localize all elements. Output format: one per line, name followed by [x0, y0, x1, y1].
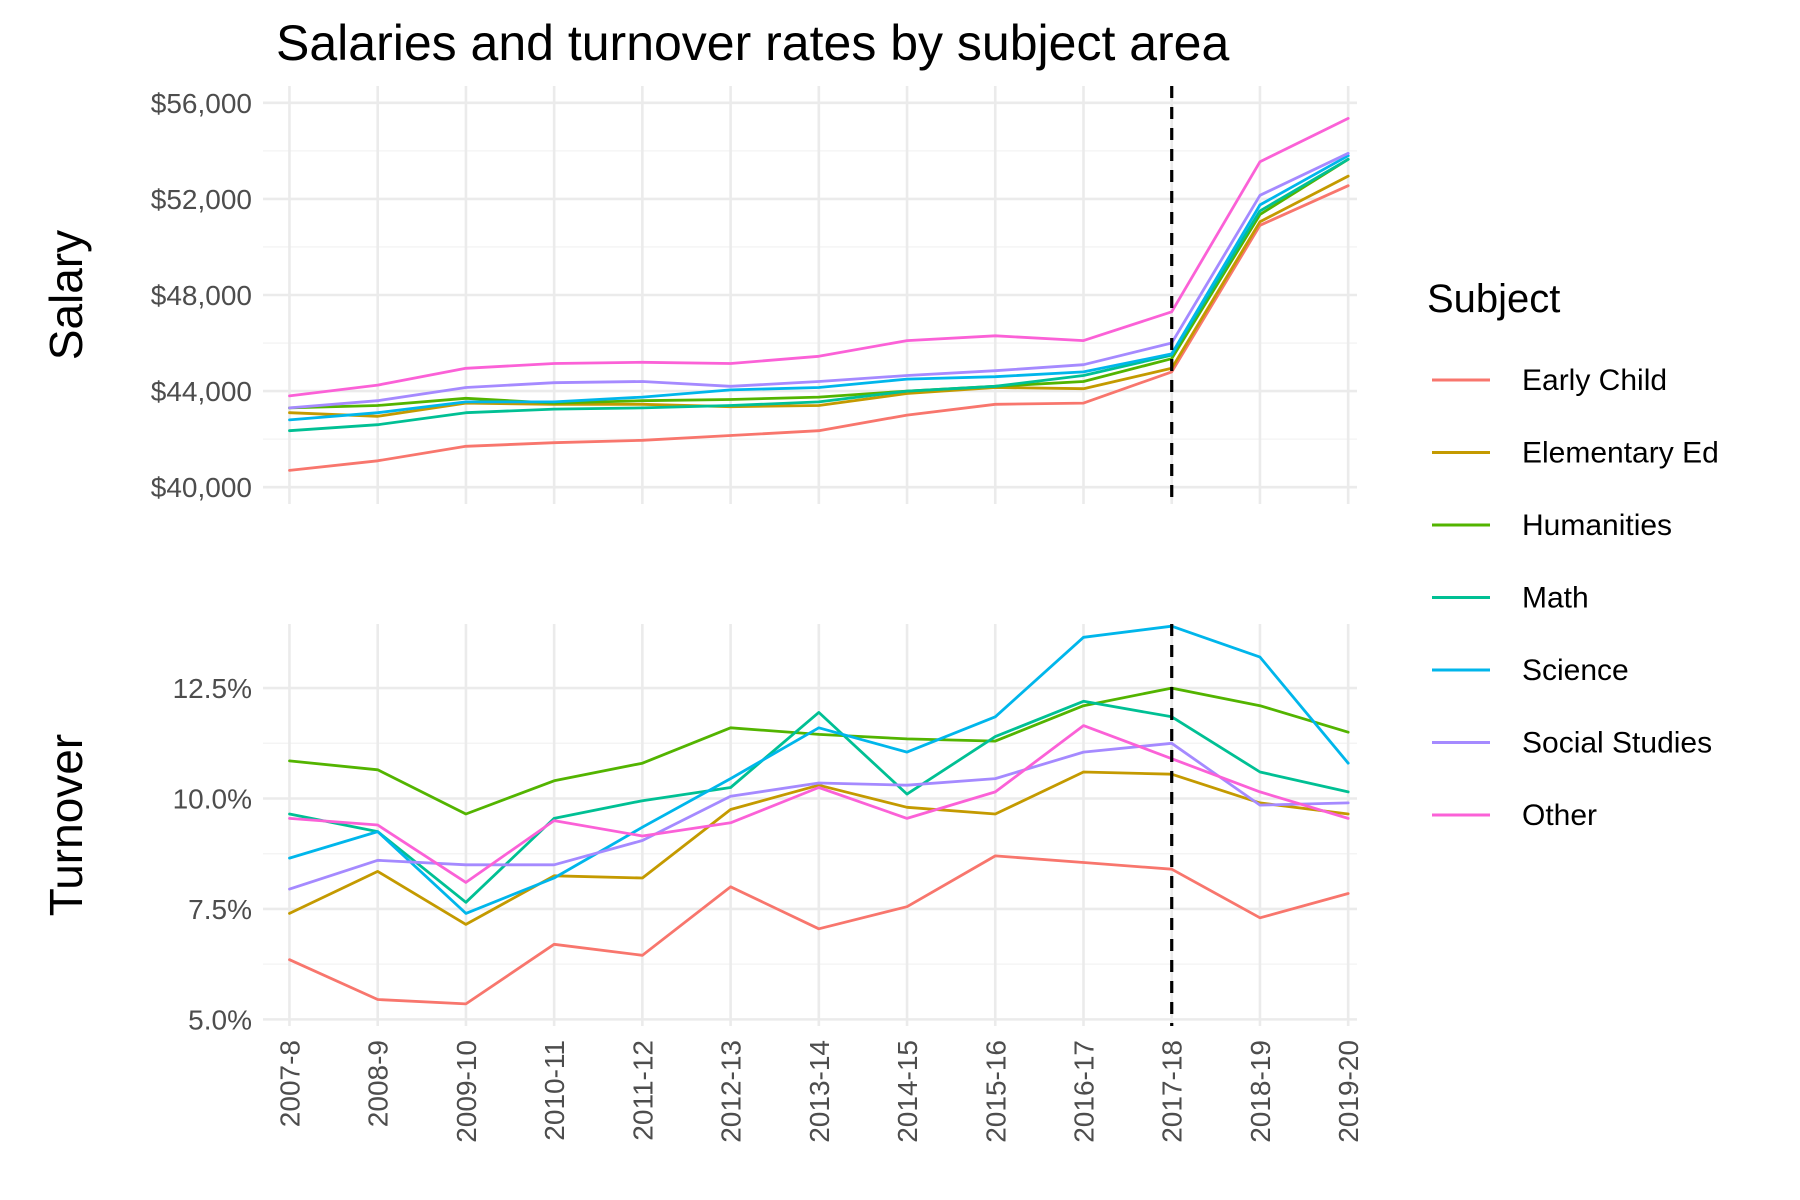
legend-item-social-studies: Social Studies [1432, 727, 1712, 760]
y-tick-label: $52,000 [151, 184, 252, 215]
x-axis: 2007-8 2008-9 2009-10 2010-11 2011-12 2012-13… [274, 1040, 1364, 1143]
x-tick-label: 2009-10 [451, 1040, 482, 1143]
x-tick-label: 2017-18 [1157, 1040, 1188, 1143]
legend-item-science: Science [1432, 654, 1629, 687]
salary-line-science [288, 154, 1350, 422]
x-tick-label: 2012-13 [716, 1040, 747, 1143]
x-tick-label: 2015-16 [980, 1040, 1011, 1143]
legend-label: Social Studies [1522, 727, 1712, 760]
salary-line-early-child [288, 184, 1350, 472]
x-tick-label: 2011-12 [627, 1040, 658, 1141]
panel-label-turnover: Turnover [40, 734, 92, 916]
x-tick-label: 2007-8 [274, 1040, 305, 1127]
legend-label: Humanities [1522, 509, 1672, 542]
legend-item-humanities: Humanities [1432, 509, 1672, 542]
legend-label: Other [1522, 799, 1597, 832]
y-tick-label: 10.0% [173, 783, 252, 814]
salary-line-humanities [288, 157, 1350, 410]
legend-item-elementary-ed: Elementary Ed [1432, 437, 1719, 470]
legend-title: Subject [1427, 277, 1560, 321]
x-tick-label: 2008-9 [363, 1040, 394, 1127]
panel-turnover: 5.0% 7.5% 10.0% 12.5% Turnover [40, 624, 1357, 1035]
x-tick-label: 2010-11 [539, 1040, 570, 1141]
legend-label: Early Child [1522, 364, 1667, 397]
x-tick-label: 2016-17 [1069, 1040, 1100, 1143]
legend-label: Science [1522, 654, 1629, 687]
x-tick-label: 2013-14 [804, 1040, 835, 1143]
salary-line-other [288, 117, 1350, 398]
panel-salary: $40,000 $44,000 $48,000 $52,000 $56,000 Salar… [40, 86, 1357, 504]
x-tick-label: 2019-20 [1333, 1040, 1364, 1143]
legend-item-other: Other [1432, 799, 1597, 832]
y-tick-label: $44,000 [151, 376, 252, 407]
panels: $40,000 $44,000 $48,000 $52,000 $56,000 Salar… [40, 86, 1357, 1035]
y-tick-label: $40,000 [151, 472, 252, 503]
y-tick-label: 12.5% [173, 673, 252, 704]
legend-item-math: Math [1432, 582, 1589, 615]
legend: Subject Early Child Elementary Ed Humanitie… [1427, 277, 1719, 832]
x-tick-label: 2014-15 [892, 1040, 923, 1143]
y-tick-label: $56,000 [151, 88, 252, 119]
y-tick-label: 7.5% [188, 894, 252, 925]
legend-label: Math [1522, 582, 1589, 615]
turnover-line-social-studies [288, 741, 1350, 891]
turnover-line-early-child [288, 854, 1350, 1006]
panel-label-salary: Salary [40, 230, 92, 360]
chart-title: Salaries and turnover rates by subject a… [276, 15, 1229, 71]
y-tick-label: $48,000 [151, 280, 252, 311]
legend-item-early-child: Early Child [1432, 364, 1667, 397]
y-tick-label: 5.0% [188, 1004, 252, 1035]
x-tick-label: 2018-19 [1245, 1040, 1276, 1143]
legend-label: Elementary Ed [1522, 437, 1719, 470]
